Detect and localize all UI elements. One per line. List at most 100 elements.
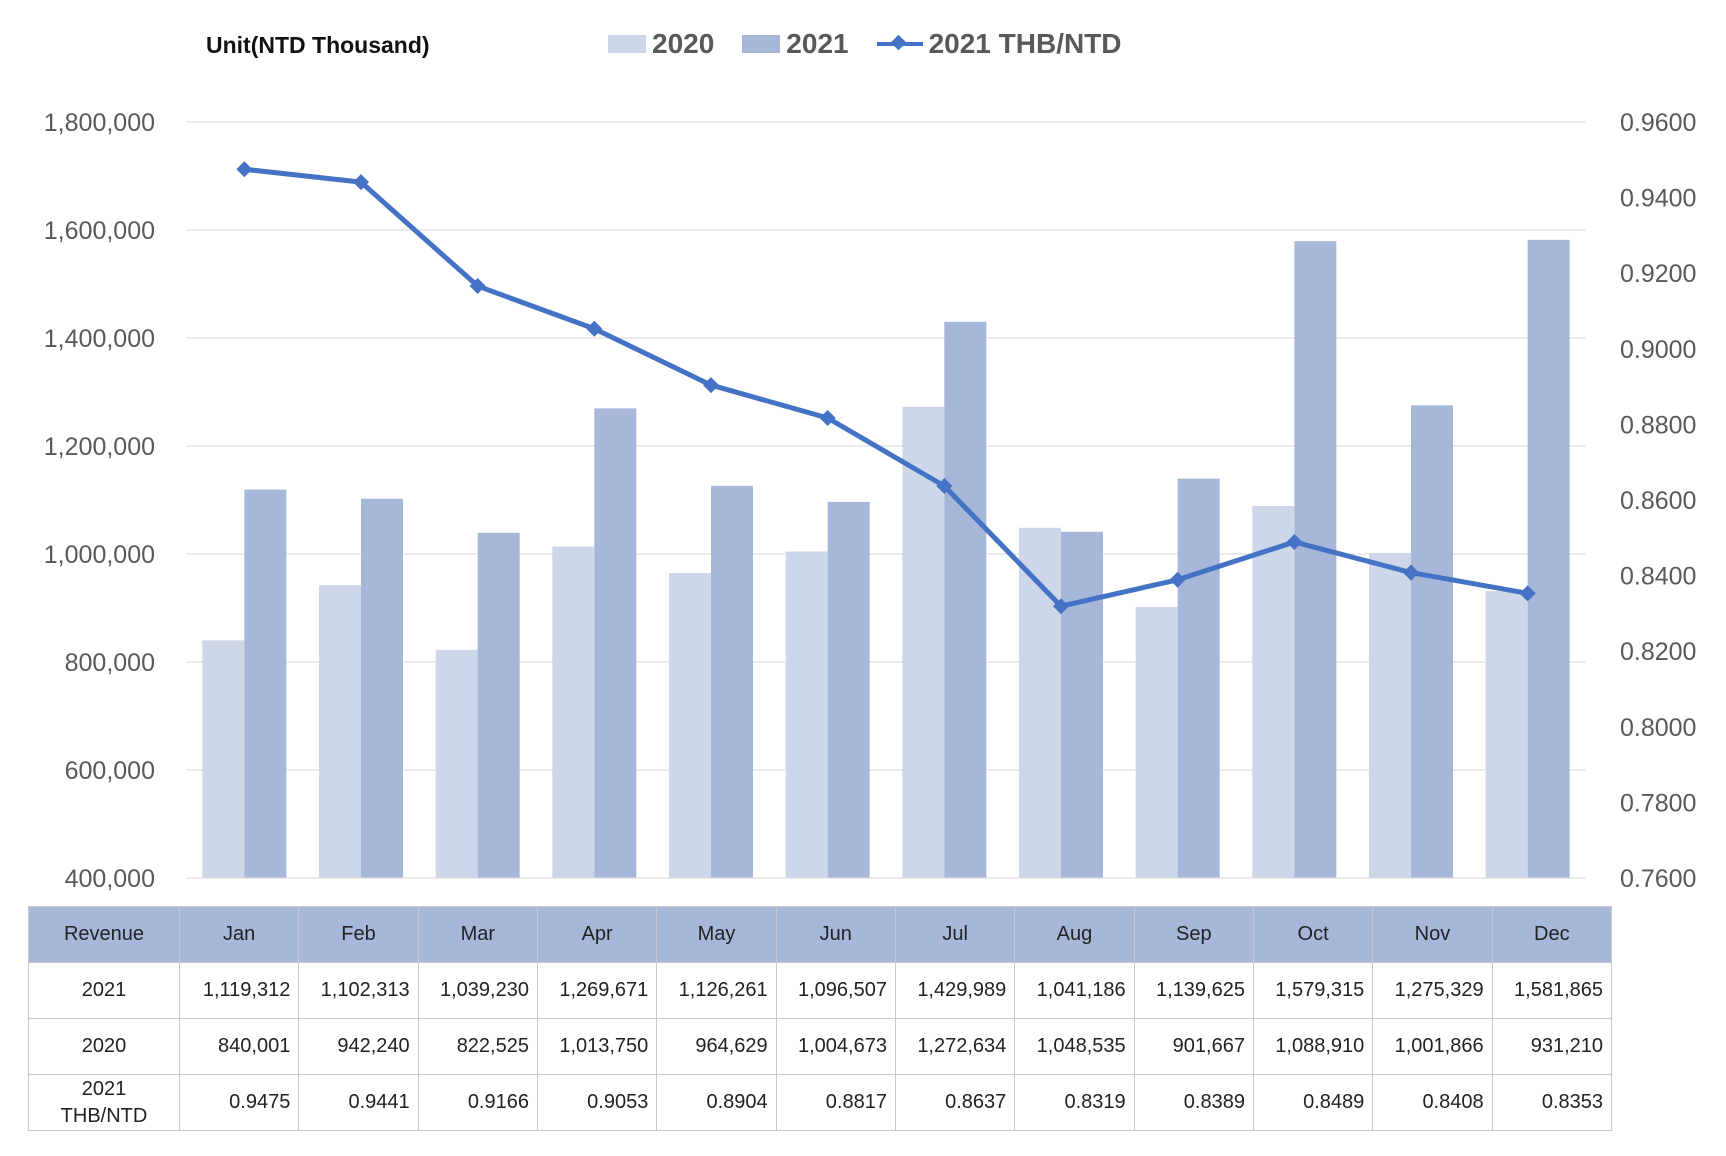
y-axis-tick-label: 1,200,000 (44, 433, 155, 461)
table-row: 2021 1,119,312 1,102,313 1,039,230 1,269,671… (28, 962, 1613, 1019)
bar-2021 (244, 489, 287, 878)
legend-swatch-2021 (742, 35, 781, 53)
legend-label-2020: 2020 (652, 28, 715, 59)
y-axis-tick-label: 1,800,000 (44, 109, 155, 137)
table-cell: 901,667 (1133, 1018, 1254, 1075)
table-row-label: 2021 (28, 962, 180, 1019)
y2-axis-tick-label: 0.9600 (1620, 109, 1696, 137)
table-cell: 1,272,634 (894, 1018, 1016, 1075)
bar-2020 (669, 573, 711, 878)
table-cell: 1,048,535 (1014, 1018, 1135, 1075)
y2-axis-tick-label: 0.7800 (1620, 789, 1696, 817)
table-cell: 1,039,230 (417, 962, 538, 1019)
table-cell: 840,001 (178, 1018, 300, 1075)
bar-2020 (435, 649, 478, 878)
y2-axis-tick-label: 0.8600 (1620, 487, 1696, 515)
table-cell: 1,102,313 (298, 962, 419, 1019)
thb-ntd-point (586, 320, 603, 337)
legend-item-2021: 2021 (742, 28, 849, 60)
table-header-month: Dec (1491, 906, 1613, 963)
table-cell: 822,525 (417, 1018, 538, 1075)
table-header-month: Apr (536, 906, 658, 963)
y-axis-tick-label: 1,000,000 (44, 541, 155, 569)
bar-2020 (1485, 591, 1528, 878)
table-header-month: Sep (1133, 906, 1254, 963)
chart-legend: 2020 2021 2021 THB/NTD (608, 28, 1122, 60)
bar-2020 (552, 546, 595, 878)
table-cell: 1,013,750 (536, 1018, 658, 1075)
table-cell: 1,119,312 (178, 962, 300, 1019)
y-axis-tick-label: 1,400,000 (44, 325, 155, 353)
table-header-month: Oct (1252, 906, 1374, 963)
table-header-month: Aug (1014, 906, 1135, 963)
table-cell: 0.8904 (656, 1074, 777, 1131)
table-cell: 1,429,989 (894, 962, 1016, 1019)
y2-axis-tick-label: 0.7600 (1620, 865, 1696, 893)
y2-axis-tick-label: 0.8000 (1620, 714, 1696, 742)
legend-line-marker-icon (876, 34, 923, 53)
bar-2021 (1411, 405, 1453, 878)
y2-axis-tick-label: 0.9000 (1620, 336, 1696, 364)
table-header-month: May (656, 906, 777, 963)
table-row: 2020 840,001 942,240 822,525 1,013,750 964,62… (28, 1018, 1613, 1075)
table-cell: 1,275,329 (1372, 962, 1493, 1019)
y-axis-tick-label: 800,000 (65, 649, 155, 677)
thb-ntd-point (1053, 598, 1069, 615)
table-cell: 1,126,261 (656, 962, 777, 1019)
bar-2021 (944, 321, 987, 879)
table-header-revenue: Revenue (28, 906, 180, 963)
bar-2020 (202, 640, 245, 878)
table-cell: 1,579,315 (1252, 962, 1374, 1019)
table-cell: 0.9166 (417, 1074, 538, 1131)
y2-axis-tick-label: 0.8400 (1620, 563, 1696, 591)
table-cell: 0.8319 (1014, 1074, 1135, 1131)
table-cell: 964,629 (656, 1018, 777, 1075)
y-axis-tick-label: 1,600,000 (44, 217, 155, 245)
table-header-month: Jan (178, 906, 300, 963)
bar-2021 (827, 501, 870, 878)
table-cell: 1,096,507 (775, 962, 896, 1019)
y2-axis-tick-label: 0.9400 (1620, 185, 1696, 213)
thb-ntd-point (469, 278, 486, 295)
chart-area: 400,000 600,000 800,000 1,000,000 1,200,000 1… (44, 109, 1697, 893)
table-header-month: Feb (298, 906, 419, 963)
revenue-data-table: Revenue Jan Feb Mar Apr May Jun Jul Aug Sep Oct Nov… (28, 906, 1613, 1131)
table-cell: 1,139,625 (1133, 962, 1254, 1019)
table-cell: 0.9475 (178, 1074, 300, 1131)
table-header-row: Revenue Jan Feb Mar Apr May Jun Jul Aug Sep Oct Nov… (28, 906, 1613, 963)
thb-ntd-point (1519, 585, 1536, 602)
table-cell: 0.9441 (298, 1074, 419, 1131)
bar-2021 (477, 532, 520, 878)
table-header-month: Jun (775, 906, 896, 963)
thb-ntd-point (1286, 533, 1303, 550)
legend-label-thb-ntd: 2021 THB/NTD (928, 28, 1122, 59)
bar-2021 (594, 408, 637, 878)
table-cell: 1,269,671 (536, 962, 658, 1019)
bar-2020 (785, 551, 828, 878)
table-cell: 1,001,866 (1372, 1018, 1493, 1075)
thb-ntd-point (703, 377, 719, 394)
legend-diamond-icon (890, 34, 906, 51)
bar-2021 (1061, 531, 1103, 878)
table-header-month: Jul (894, 906, 1016, 963)
table-body: 2021 1,119,312 1,102,313 1,039,230 1,269,671… (28, 962, 1613, 1131)
bar-2020 (902, 406, 945, 878)
y2-axis-tick-label: 0.8200 (1620, 638, 1696, 666)
bar-2020 (1135, 607, 1178, 878)
table-cell: 1,004,673 (775, 1018, 896, 1075)
table-cell: 0.8353 (1491, 1074, 1613, 1131)
bar-2020 (1019, 527, 1061, 878)
bar-2020 (1369, 552, 1411, 878)
bar-2020 (1252, 505, 1295, 878)
table-cell: 1,088,910 (1252, 1018, 1374, 1075)
table-cell: 942,240 (298, 1018, 419, 1075)
y-axis-tick-label: 400,000 (65, 865, 155, 893)
thb-ntd-point (936, 478, 953, 495)
thb-ntd-point (819, 409, 836, 426)
bar-2020 (319, 585, 361, 878)
bar-2021 (711, 485, 753, 878)
legend-label-2021: 2021 (786, 28, 849, 59)
combo-chart: 400,000 600,000 800,000 1,000,000 1,200,000 1… (44, 109, 1697, 893)
table-cell: 0.8489 (1252, 1074, 1374, 1131)
table-header-month: Mar (417, 906, 538, 963)
